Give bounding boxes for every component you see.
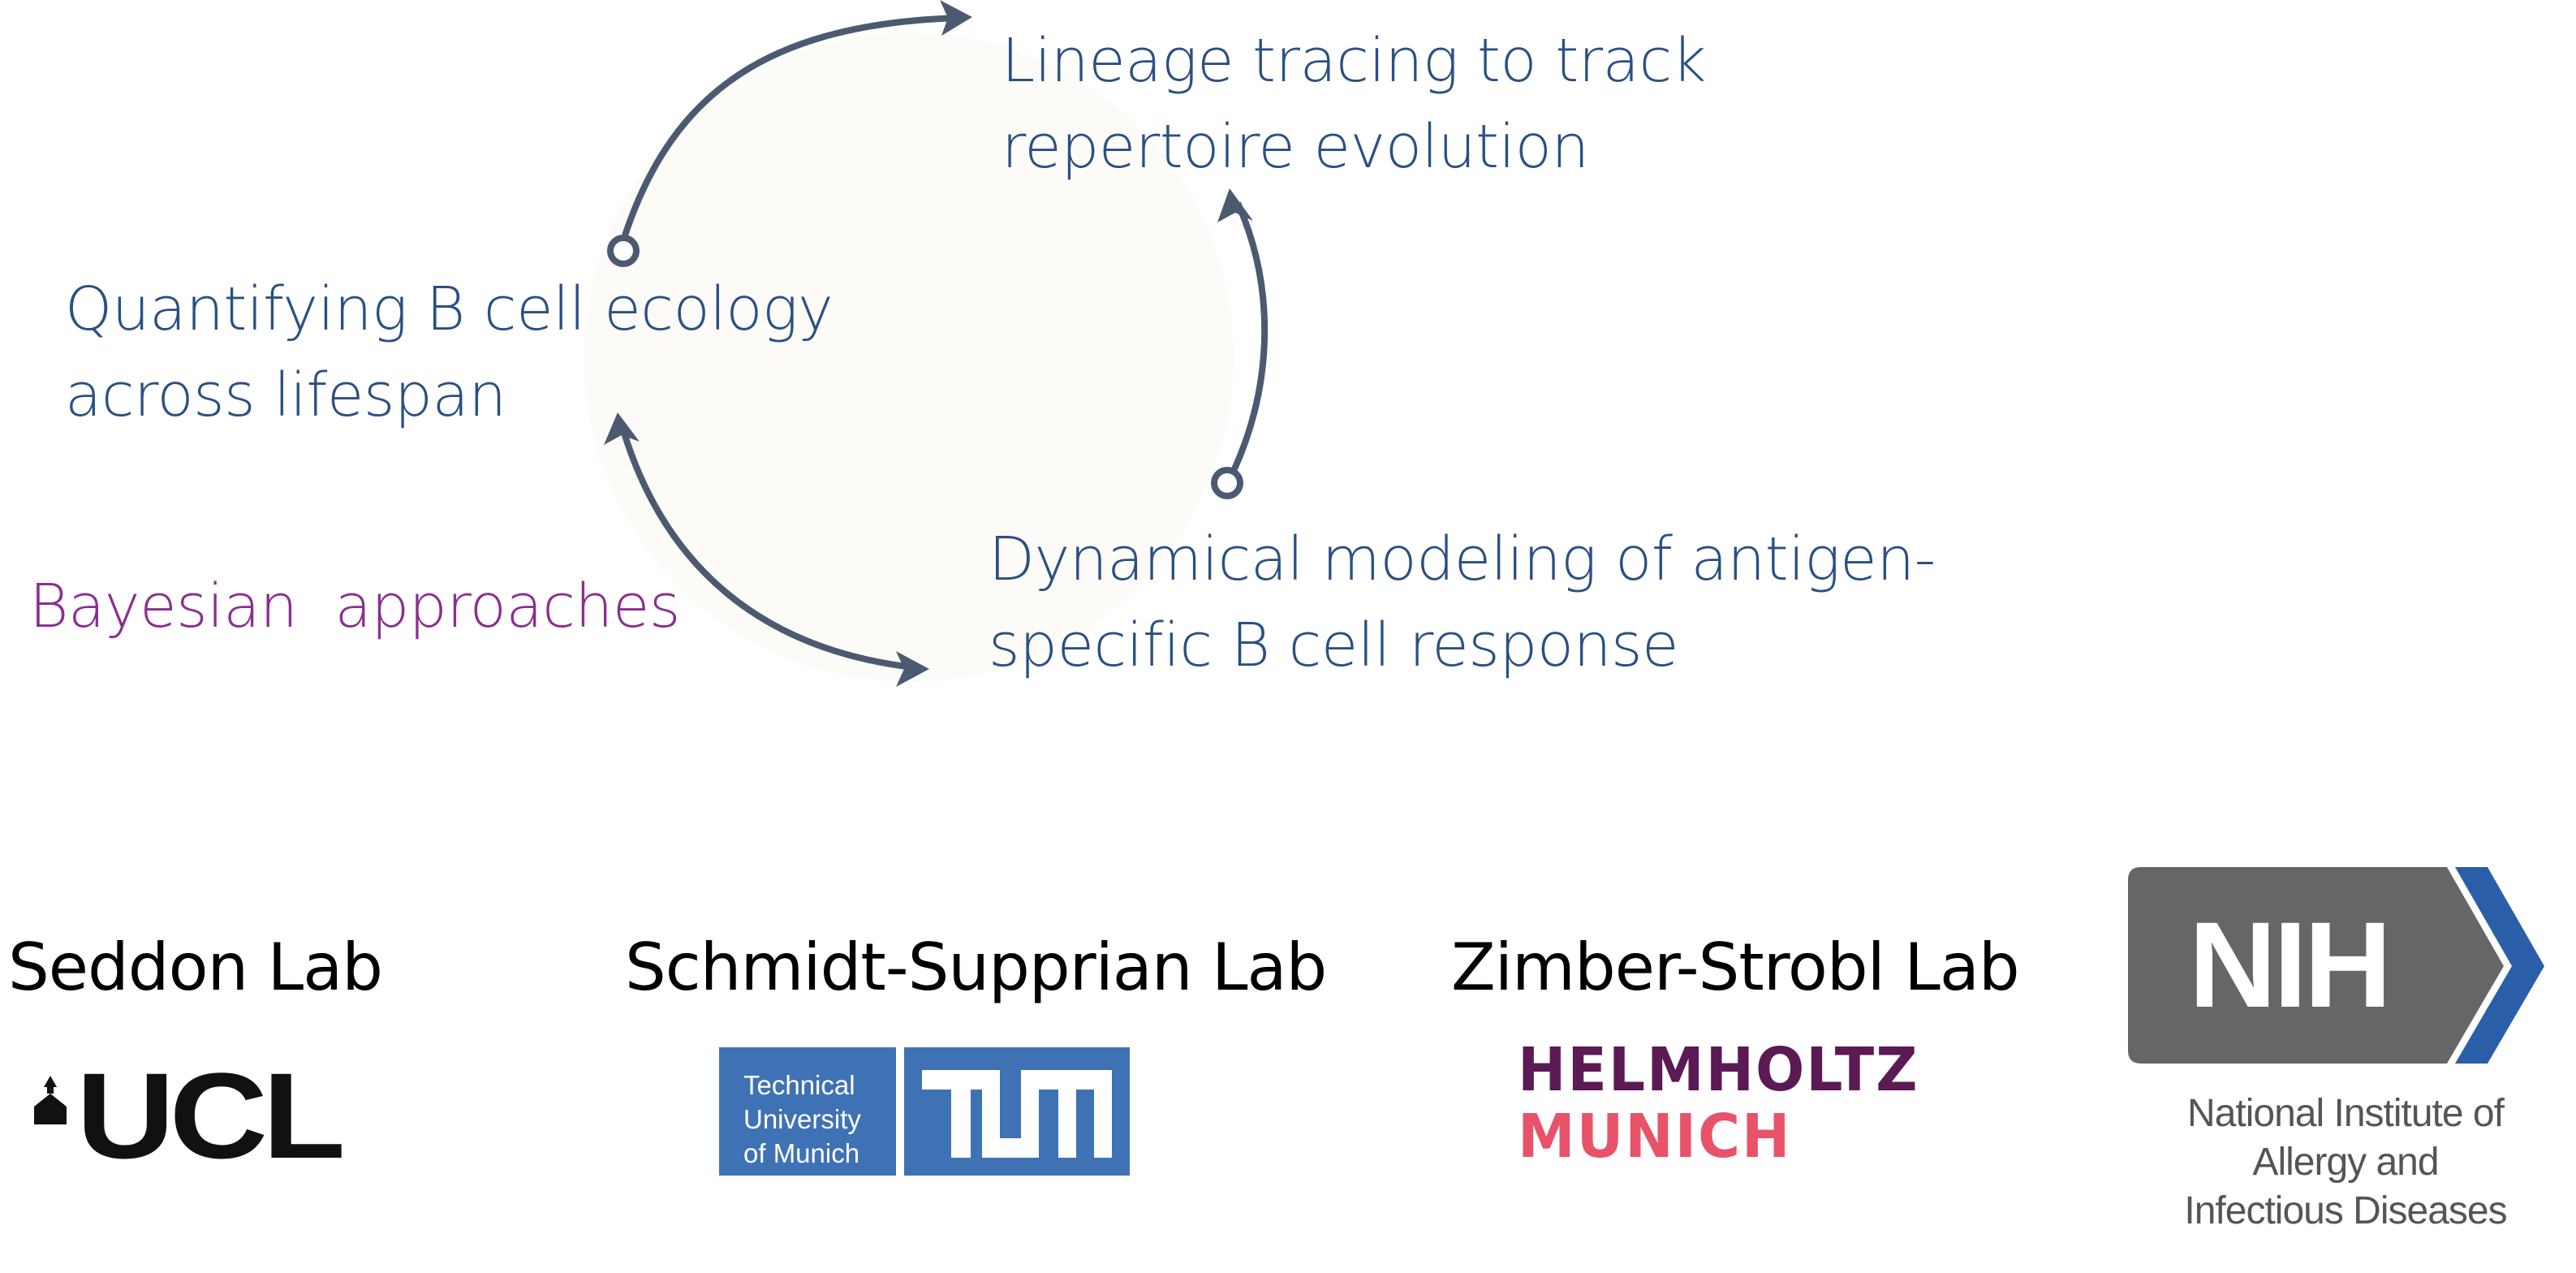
helmholtz-line: HELMHOLTZ <box>1518 1035 1919 1105</box>
tum-caption: Technical University of Munich <box>743 1070 861 1168</box>
arrowhead-right <box>1217 188 1253 222</box>
lab-name-zimber-strobl: Zimber-Strobl Lab <box>1451 930 2020 1005</box>
helmholtz-munich-logo: HELMHOLTZ MUNICH <box>1518 1038 1918 1184</box>
arrow-ecology-dynamical <box>620 429 914 671</box>
node-dynamical-modeling: Dynamical modeling of antigen- specific … <box>989 524 1936 680</box>
arrow-dynamical-to-lineage <box>1230 201 1269 473</box>
ucl-portico-icon <box>34 1076 67 1124</box>
nih-emblem: NIH <box>2128 867 2544 1064</box>
lab-name-schmidt-supprian: Schmidt-Supprian Lab <box>625 930 1327 1005</box>
node-bayesian-approaches: Bayesian approaches <box>29 572 680 641</box>
arrowhead-bottom <box>896 651 929 687</box>
arrowhead-top <box>940 0 972 36</box>
tum-monogram <box>904 1047 1130 1176</box>
nih-caption: National Institute of Allergy and Infect… <box>2184 1092 2507 1232</box>
tum-logo: Technical University of Munich <box>719 1047 1130 1176</box>
lab-name-seddon: Seddon Lab <box>8 930 383 1005</box>
arrow-origin-ecology <box>607 235 640 267</box>
arrow-origin-dynamical <box>1211 467 1243 499</box>
nih-logo-text: NIH <box>2189 896 2389 1033</box>
arrowhead-left <box>604 412 640 445</box>
background-circle <box>584 32 1234 682</box>
arrow-ecology-to-lineage <box>622 15 958 237</box>
tum-text-box: Technical University of Munich <box>719 1047 896 1176</box>
node-lineage-tracing: Lineage tracing to track repertoire evol… <box>1002 26 1707 182</box>
munich-line: MUNICH <box>1518 1102 1792 1172</box>
node-b-cell-ecology: Quantifying B cell ecology across lifesp… <box>65 274 834 430</box>
ucl-logo: UCL <box>32 1055 381 1176</box>
nih-niaid-logo: NIH National Institute of Allergy and In… <box>2126 861 2565 1242</box>
ucl-logo-text: UCL <box>76 1047 346 1184</box>
